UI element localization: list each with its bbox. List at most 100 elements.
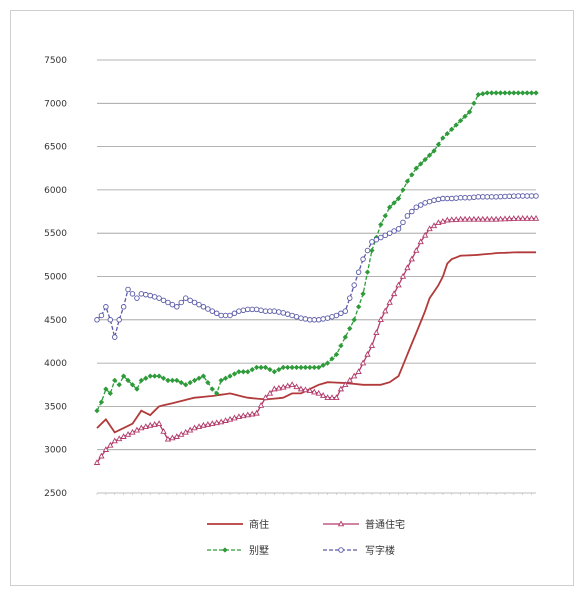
data-point xyxy=(342,381,349,387)
data-point xyxy=(196,375,202,382)
data-point xyxy=(386,298,393,305)
data-point xyxy=(533,193,539,199)
data-point xyxy=(173,433,180,439)
data-point xyxy=(103,386,109,392)
data-point xyxy=(377,316,384,323)
data-point xyxy=(227,312,233,319)
data-point xyxy=(120,373,127,379)
data-point xyxy=(382,232,388,239)
data-point xyxy=(475,91,482,98)
data-point xyxy=(413,246,420,253)
data-point xyxy=(156,373,162,379)
data-point xyxy=(307,364,313,371)
data-point xyxy=(280,364,286,371)
data-point xyxy=(236,308,242,314)
y-tick-label: 5000 xyxy=(44,273,67,283)
data-point xyxy=(186,426,194,433)
data-point xyxy=(417,161,424,167)
legend-label: 别墅 xyxy=(249,545,269,557)
data-point xyxy=(404,213,411,219)
data-point xyxy=(475,215,482,222)
data-point xyxy=(284,364,291,371)
data-point xyxy=(320,362,326,369)
data-point xyxy=(280,310,286,316)
data-point xyxy=(324,394,331,400)
data-point xyxy=(378,221,384,228)
legend-label: 写字楼 xyxy=(365,544,395,557)
data-point xyxy=(515,90,522,96)
data-point xyxy=(271,308,278,314)
data-point xyxy=(129,291,136,297)
y-tick-label: 3000 xyxy=(44,446,67,456)
data-point xyxy=(488,90,495,96)
data-point xyxy=(320,316,326,322)
data-point xyxy=(493,90,499,96)
data-point xyxy=(484,215,491,222)
series-3 xyxy=(94,90,539,414)
data-point xyxy=(262,308,269,314)
data-point xyxy=(143,375,149,382)
data-point xyxy=(413,204,420,210)
data-point xyxy=(298,364,304,371)
data-point xyxy=(364,350,371,357)
data-point xyxy=(311,317,318,323)
data-point xyxy=(156,295,162,301)
data-point xyxy=(231,414,238,421)
data-point xyxy=(147,292,153,299)
data-point xyxy=(258,307,264,314)
data-point xyxy=(457,194,464,201)
data-point xyxy=(523,214,531,221)
data-point xyxy=(191,424,198,431)
data-point xyxy=(178,379,185,386)
data-point xyxy=(107,390,114,397)
data-point xyxy=(236,369,242,375)
data-point xyxy=(480,194,486,200)
data-point xyxy=(369,247,375,254)
data-point xyxy=(422,200,428,206)
data-point xyxy=(364,247,371,254)
y-tick-label: 2500 xyxy=(44,489,67,499)
data-point xyxy=(120,433,127,439)
data-point xyxy=(116,317,122,323)
data-point xyxy=(519,193,526,199)
data-point xyxy=(262,364,269,371)
data-point xyxy=(360,256,366,262)
data-point xyxy=(471,194,477,201)
data-point xyxy=(347,295,353,301)
data-point xyxy=(502,90,508,96)
data-point xyxy=(191,299,198,306)
data-point xyxy=(404,178,411,184)
data-point xyxy=(165,377,171,384)
y-tick-label: 6000 xyxy=(44,186,67,196)
data-point xyxy=(328,394,336,400)
data-point xyxy=(528,90,535,96)
data-point xyxy=(253,306,260,313)
data-point xyxy=(519,90,526,96)
data-point xyxy=(182,295,189,301)
series-4 xyxy=(94,193,539,340)
data-point xyxy=(205,379,211,386)
data-point xyxy=(480,91,486,97)
data-point xyxy=(209,420,216,426)
data-point xyxy=(298,315,304,321)
data-point xyxy=(94,317,100,323)
data-point xyxy=(417,202,424,208)
data-point xyxy=(302,364,309,371)
data-point xyxy=(143,291,149,298)
data-point xyxy=(235,413,243,420)
data-point xyxy=(195,423,203,430)
data-point xyxy=(493,194,499,200)
data-point xyxy=(178,299,185,306)
y-tick-label: 4000 xyxy=(44,359,67,369)
legend-swatch-marker xyxy=(337,520,345,527)
data-point xyxy=(457,215,464,222)
data-point xyxy=(373,236,380,243)
data-point xyxy=(276,366,282,373)
data-point xyxy=(222,375,229,382)
data-point xyxy=(333,394,340,400)
data-point xyxy=(413,165,420,172)
y-tick-label: 7500 xyxy=(44,56,67,66)
data-point xyxy=(289,312,295,319)
data-point xyxy=(355,269,362,275)
